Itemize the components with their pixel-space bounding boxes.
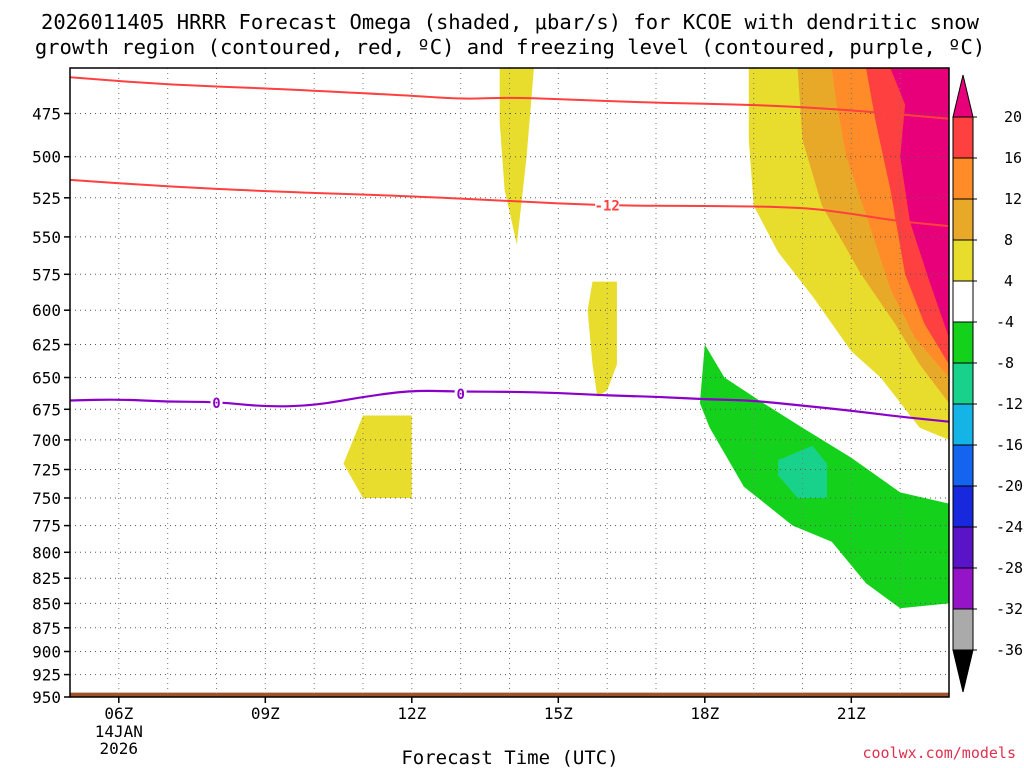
colorbar-top-arrow xyxy=(952,74,974,118)
x-tick-label-3: 15Z xyxy=(544,704,573,723)
colorbar-swatch-4 xyxy=(952,280,974,323)
y-tick-label-925: 925 xyxy=(32,666,61,685)
x-axis-label: Forecast Time (UTC) xyxy=(401,747,618,768)
x-tick-label-2: 12Z xyxy=(397,704,426,723)
credit-text: coolwx.com/models xyxy=(862,744,1016,762)
colorbar-swatch-12 xyxy=(952,608,974,651)
dgz-label-bg-1 xyxy=(595,197,620,214)
omega-region-1 xyxy=(587,281,617,397)
colorbar-label-7: -12 xyxy=(996,395,1023,413)
x-tick-sublabel-0-0: 14JAN xyxy=(95,722,143,741)
colorbar-label-12: -32 xyxy=(996,600,1023,618)
colorbar-label-8: -16 xyxy=(996,436,1023,454)
chart-title: 2026011405 HRRR Forecast Omega (shaded, … xyxy=(35,10,985,59)
contour-layer: -12 0 0 xyxy=(70,76,949,423)
colorbar-label-1: 16 xyxy=(1004,149,1022,167)
colorbar-label-0: 20 xyxy=(1004,108,1022,126)
colorbar-swatch-2 xyxy=(952,198,974,241)
y-tick-label-775: 775 xyxy=(32,517,61,536)
y-tick-label-700: 700 xyxy=(32,431,61,450)
colorbar-label-6: -8 xyxy=(996,354,1014,372)
freezing-level-label-1: 0 xyxy=(456,387,464,403)
x-tick-label-4: 18Z xyxy=(690,704,719,723)
y-tick-label-750: 750 xyxy=(32,489,61,508)
omega-region-9 xyxy=(778,445,827,498)
colorbar-label-13: -36 xyxy=(996,641,1023,659)
y-tick-label-575: 575 xyxy=(32,265,61,284)
colorbar-swatch-8 xyxy=(952,444,974,487)
x-tick-label-1: 09Z xyxy=(251,704,280,723)
x-tick-label-5: 21Z xyxy=(837,704,866,723)
y-tick-label-875: 875 xyxy=(32,619,61,638)
dgz-contour-1 xyxy=(70,178,949,228)
colorbar-swatch-5 xyxy=(952,321,974,364)
y-tick-label-800: 800 xyxy=(32,543,61,562)
colorbar-label-4: 4 xyxy=(1004,272,1013,290)
colorbar-label-3: 8 xyxy=(1004,231,1013,249)
y-tick-label-850: 850 xyxy=(32,594,61,613)
plot-frame xyxy=(69,67,950,698)
ground-strip xyxy=(70,692,949,697)
y-tick-label-525: 525 xyxy=(32,189,61,208)
colorbar-label-10: -24 xyxy=(996,518,1023,536)
colorbar-label-5: -4 xyxy=(996,313,1014,331)
dgz-contour-0 xyxy=(70,76,949,120)
freezing-label-bg-1 xyxy=(454,386,467,403)
colorbar-swatch-3 xyxy=(952,239,974,282)
colorbar-swatch-1 xyxy=(952,157,974,200)
plot-area: -12 0 0 xyxy=(70,68,949,697)
y-tick-label-650: 650 xyxy=(32,369,61,388)
omega-region-7 xyxy=(890,68,949,338)
colorbar-label-9: -20 xyxy=(996,477,1023,495)
y-tick-label-625: 625 xyxy=(32,336,61,355)
omega-shading-layer xyxy=(70,68,949,697)
colorbar-swatch-0 xyxy=(952,116,974,159)
y-tick-label-675: 675 xyxy=(32,400,61,419)
colorbar: 20 16 12 8 4 -4 -8 -12 -16 -20 -24 -28 -32 -36 xyxy=(952,74,1023,693)
y-tick-label-825: 825 xyxy=(32,569,61,588)
y-tick-label-600: 600 xyxy=(32,301,61,320)
y-tick-label-900: 900 xyxy=(32,643,61,662)
freezing-label-bg-0 xyxy=(210,395,223,412)
y-tick-label-500: 500 xyxy=(32,148,61,167)
y-axis-ticks: 475 500 525 550 575 600 625 650 675 700 725 750 775 8… xyxy=(32,105,70,707)
colorbar-swatch-11 xyxy=(952,567,974,610)
dgz-contour-label-1: -12 xyxy=(595,199,620,215)
x-tick-sublabel-0-1: 2026 xyxy=(100,739,139,758)
omega-region-0 xyxy=(499,68,534,245)
freezing-level-contour xyxy=(70,389,949,423)
colorbar-swatch-10 xyxy=(952,526,974,569)
title-line-1: 2026011405 HRRR Forecast Omega (shaded, … xyxy=(41,10,980,34)
x-tick-label-0: 06Z xyxy=(104,704,133,723)
colorbar-swatch-6 xyxy=(952,362,974,405)
title-line-2: growth region (contoured, red, ºC) and f… xyxy=(35,35,985,59)
colorbar-swatch-7 xyxy=(952,403,974,446)
colorbar-label-2: 12 xyxy=(1004,190,1022,208)
colorbar-label-11: -28 xyxy=(996,559,1023,577)
y-tick-label-725: 725 xyxy=(32,461,61,480)
y-tick-label-950: 950 xyxy=(32,688,61,707)
y-tick-label-550: 550 xyxy=(32,228,61,247)
colorbar-swatch-9 xyxy=(952,485,974,528)
omega-region-2 xyxy=(343,415,412,498)
y-tick-label-475: 475 xyxy=(32,105,61,124)
colorbar-bottom-arrow xyxy=(952,649,974,693)
freezing-level-label-0: 0 xyxy=(212,396,220,412)
